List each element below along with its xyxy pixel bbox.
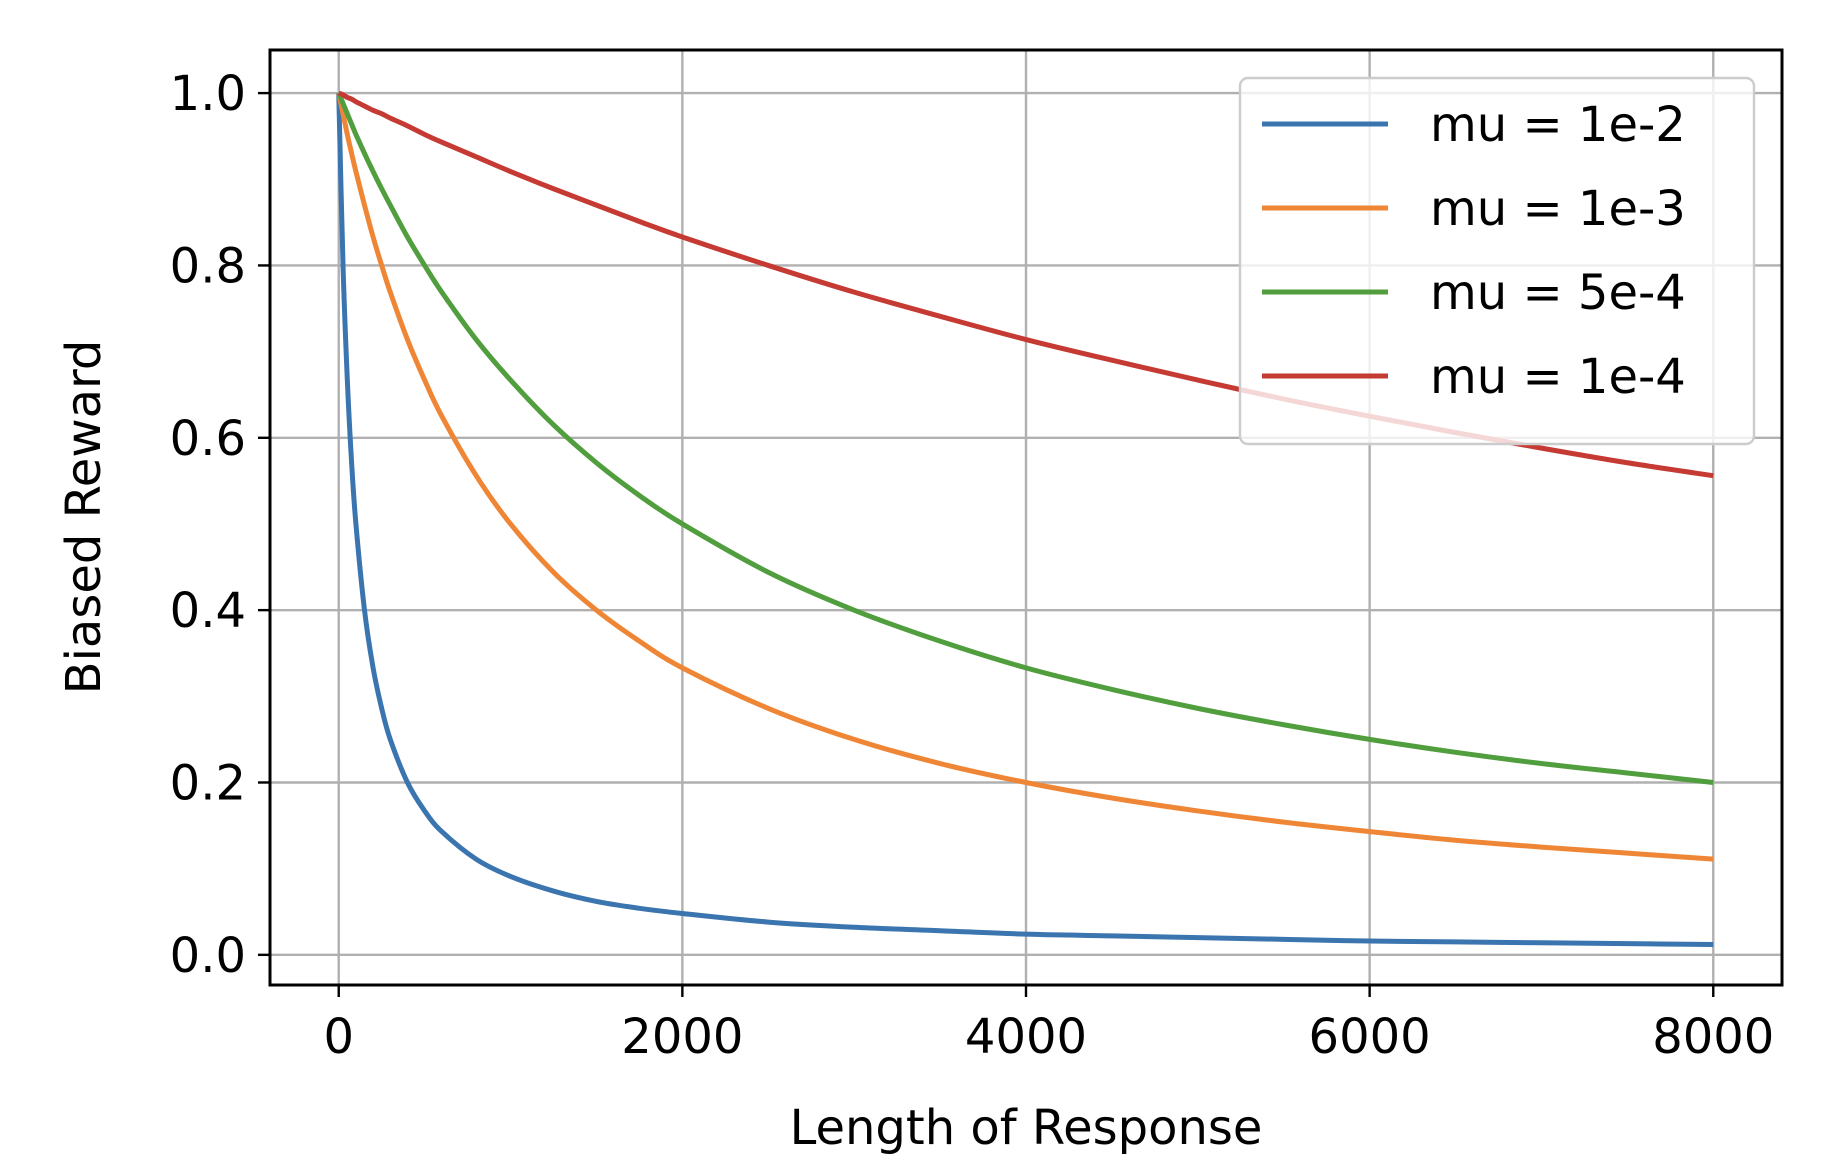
y-tick-label: 0.0 [170,928,246,984]
x-tick-label: 0 [323,1009,354,1065]
x-tick-label: 2000 [621,1009,743,1065]
series-line-2 [336,92,1714,862]
y-tick-label: 0.2 [170,755,246,811]
x-tick-label: 6000 [1309,1009,1431,1065]
y-tick-label: 0.8 [170,238,246,294]
legend-label: mu = 1e-4 [1430,349,1686,405]
legend-label: mu = 1e-3 [1430,181,1686,237]
legend-label: mu = 1e-2 [1430,97,1686,153]
series-line-3 [336,92,1714,785]
y-tick-label: 1.0 [170,66,246,122]
axis-ticks: 0 2000 4000 6000 8000 0.0 0.2 0.4 0.6 0.8 1.0 [170,66,1775,1065]
y-tick-label: 0.4 [170,583,246,639]
x-tick-label: 8000 [1652,1009,1774,1065]
legend-label: mu = 5e-4 [1430,265,1686,321]
x-axis-label: Length of Response [790,1100,1263,1156]
x-tick-label: 4000 [965,1009,1087,1065]
legend-box [1238,76,1756,446]
series-line-1 [336,93,1714,947]
y-axis-label: Biased Reward [56,340,112,695]
y-tick-label: 0.6 [170,411,246,467]
legend: mu = 1e-2 mu = 1e-3 mu = 5e-4 mu = 1e-4 [1238,76,1756,446]
